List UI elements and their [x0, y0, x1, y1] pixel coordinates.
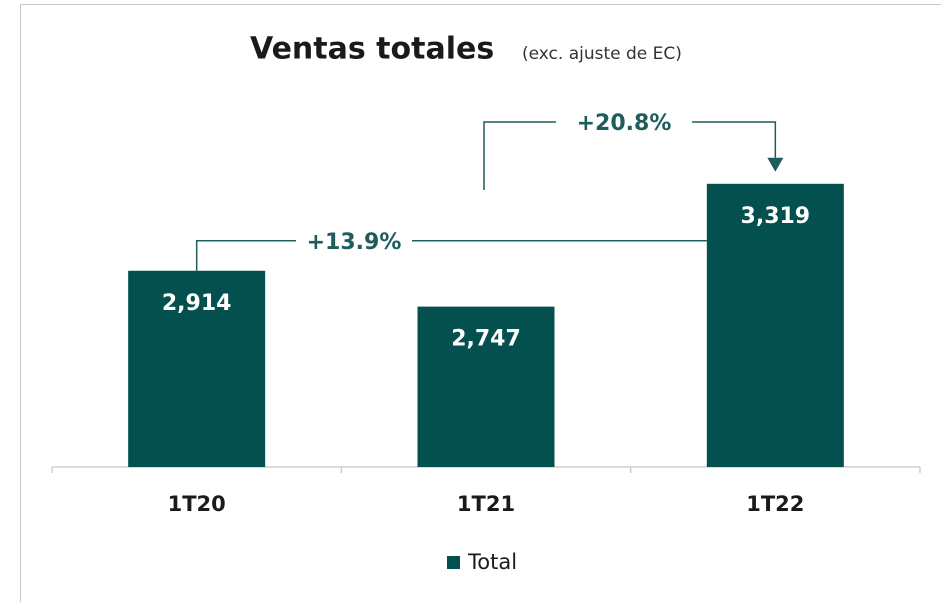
legend-swatch: [447, 556, 460, 569]
x-tick-label: 1T21: [457, 492, 515, 516]
x-tick-label: 1T22: [746, 492, 804, 516]
arrowhead: [767, 157, 784, 172]
connector: [195, 240, 296, 271]
x-tick-label: 1T20: [168, 492, 226, 516]
annotation: +20.8%: [577, 111, 672, 136]
bar: [417, 306, 555, 467]
connector: [692, 121, 777, 158]
data-label: 2,747: [451, 327, 521, 352]
frame: [20, 4, 941, 602]
chart-title: Ventas totales: [250, 32, 494, 67]
bar: [706, 183, 844, 467]
data-label: 3,319: [741, 204, 811, 229]
connector: [483, 121, 556, 190]
chart-subtitle: (exc. ajuste de EC): [522, 44, 682, 64]
bar: [128, 270, 266, 467]
data-label: 2,914: [162, 291, 232, 316]
legend-label: Total: [467, 550, 517, 574]
annotation: +13.9%: [307, 230, 402, 255]
